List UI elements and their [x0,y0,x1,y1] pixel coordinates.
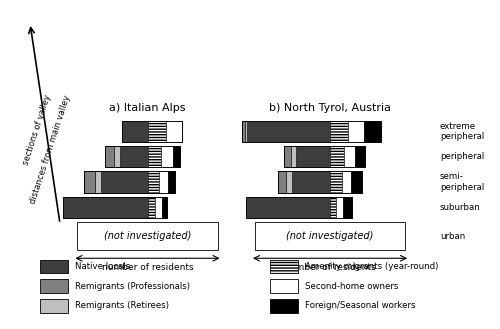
Text: a) Italian Alps: a) Italian Alps [109,103,186,113]
Bar [342,197,352,218]
Bar [162,197,168,218]
Bar [242,121,382,142]
Bar [168,171,175,193]
Text: Foreign/Seasonal workers: Foreign/Seasonal workers [305,301,416,311]
Bar [84,171,95,193]
Text: semi-
peripheral: semi- peripheral [440,172,484,192]
Bar [40,260,68,273]
Bar [122,121,148,142]
Bar [148,197,155,218]
Text: number of residents: number of residents [102,263,194,272]
Bar [255,222,405,250]
Text: peripheral: peripheral [440,152,484,161]
Text: Remigrants (Professionals): Remigrants (Professionals) [75,282,190,291]
Bar [330,171,342,193]
Text: Remigrants (Retirees): Remigrants (Retirees) [75,301,169,311]
Bar [106,146,114,167]
Bar [246,197,352,218]
Text: (not investigated): (not investigated) [104,231,191,241]
Bar [106,146,180,167]
Bar [40,299,68,313]
Text: Native locals: Native locals [75,262,130,271]
Bar [155,197,162,218]
Bar [242,121,245,142]
Bar [159,171,168,193]
Bar [148,171,159,193]
Bar [148,146,161,167]
Bar [161,146,172,167]
Bar [270,299,297,313]
Text: extreme
peripheral: extreme peripheral [440,122,484,141]
Bar [342,171,351,193]
Bar [364,121,382,142]
Text: suburban: suburban [440,203,481,212]
Text: b) North Tyrol, Austria: b) North Tyrol, Austria [269,103,391,113]
Bar [336,197,342,218]
Text: sections of valley: sections of valley [22,94,53,166]
Bar [40,279,68,293]
Bar [106,146,148,167]
Bar [348,121,364,142]
Bar [95,171,102,193]
Bar [148,121,167,142]
Bar [270,260,297,273]
Bar [284,146,330,167]
Bar [245,121,247,142]
Bar [64,197,168,218]
Bar [278,171,330,193]
Bar [330,197,336,218]
Bar [278,171,286,193]
Bar [78,222,218,250]
Bar [291,146,296,167]
Bar [330,121,348,142]
Bar [355,146,364,167]
Bar [84,171,175,193]
Bar [351,171,362,193]
Text: distances from main valley: distances from main valley [28,94,72,205]
Bar [172,146,180,167]
Bar [330,146,344,167]
Bar [284,146,291,167]
Bar [284,146,364,167]
Text: Amenity migrants (year-round): Amenity migrants (year-round) [305,262,438,271]
Text: urban: urban [440,232,465,240]
Bar [114,146,120,167]
Text: Second-home owners: Second-home owners [305,282,398,291]
Bar [270,279,297,293]
Bar [84,171,148,193]
Bar [246,197,330,218]
Bar [122,121,182,142]
Text: (not investigated): (not investigated) [286,231,374,241]
Bar [64,197,148,218]
Bar [242,121,330,142]
Text: number of residents: number of residents [284,263,376,272]
Bar [278,171,361,193]
Bar [166,121,182,142]
Bar [344,146,355,167]
Bar [286,171,292,193]
